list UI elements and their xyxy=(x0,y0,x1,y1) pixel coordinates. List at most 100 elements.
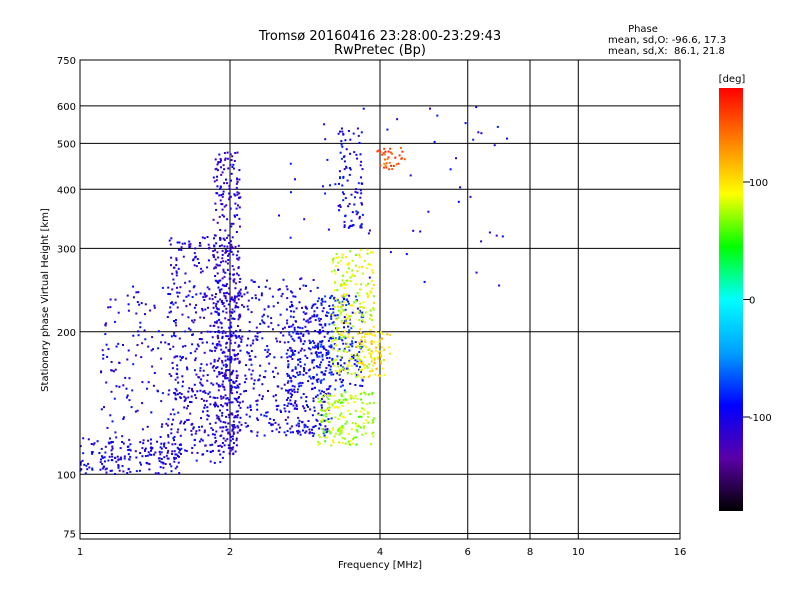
data-point xyxy=(235,377,238,379)
data-point xyxy=(376,150,379,153)
data-point xyxy=(315,379,318,381)
data-point xyxy=(141,342,144,345)
data-point xyxy=(314,303,317,306)
data-point xyxy=(296,391,299,394)
plot-frame xyxy=(79,59,681,540)
data-point xyxy=(201,341,204,344)
data-point xyxy=(307,347,310,350)
data-point xyxy=(206,374,209,377)
data-point xyxy=(368,229,371,232)
data-point xyxy=(238,217,241,220)
data-point xyxy=(333,305,336,308)
data-point xyxy=(349,357,352,360)
data-point xyxy=(347,432,350,435)
data-point xyxy=(338,433,341,436)
data-point xyxy=(268,422,271,424)
data-point xyxy=(346,364,349,367)
data-point xyxy=(234,296,237,299)
data-point xyxy=(372,283,375,286)
data-point xyxy=(222,270,225,273)
data-point xyxy=(129,443,132,446)
data-point xyxy=(127,309,130,312)
data-point xyxy=(303,370,306,372)
data-point xyxy=(188,240,191,243)
data-point xyxy=(226,402,229,405)
data-point xyxy=(361,385,364,387)
data-point xyxy=(297,429,300,432)
data-point xyxy=(322,418,324,421)
data-point xyxy=(348,329,351,332)
data-point xyxy=(363,356,366,359)
data-point xyxy=(307,405,309,408)
data-point xyxy=(229,163,232,166)
data-point xyxy=(269,417,272,420)
data-point xyxy=(218,194,221,197)
data-point xyxy=(362,376,365,379)
data-point xyxy=(234,354,237,357)
data-point xyxy=(217,326,220,329)
data-point xyxy=(316,380,319,383)
data-point xyxy=(354,190,357,193)
data-point xyxy=(231,308,234,311)
data-point xyxy=(223,294,226,297)
data-point xyxy=(360,224,363,227)
data-point xyxy=(342,349,345,352)
y-tick-label: 200 xyxy=(57,328,76,339)
data-point xyxy=(337,309,340,312)
data-point xyxy=(236,151,239,154)
data-point xyxy=(275,428,278,431)
data-point xyxy=(360,370,362,373)
data-point xyxy=(230,435,233,438)
data-point xyxy=(86,468,89,471)
data-point xyxy=(219,236,221,239)
data-point xyxy=(289,431,292,434)
data-point xyxy=(331,261,334,264)
data-point xyxy=(274,421,277,424)
data-point xyxy=(297,432,299,435)
data-point xyxy=(234,287,237,290)
data-point xyxy=(361,345,364,348)
data-point xyxy=(337,256,340,259)
data-point xyxy=(261,383,264,386)
data-point xyxy=(324,436,327,439)
data-point xyxy=(218,343,221,346)
data-point xyxy=(347,440,350,443)
data-point xyxy=(340,431,343,434)
data-point xyxy=(342,350,345,353)
data-point xyxy=(150,447,153,450)
data-point xyxy=(297,358,299,361)
data-point xyxy=(100,447,103,450)
data-point xyxy=(231,429,234,432)
data-point xyxy=(337,300,340,303)
data-point xyxy=(361,407,364,410)
data-point xyxy=(247,299,250,302)
data-point xyxy=(319,340,322,343)
data-point xyxy=(254,355,257,358)
data-point xyxy=(225,178,227,181)
data-point xyxy=(219,321,222,324)
data-point xyxy=(327,351,330,354)
data-point xyxy=(241,335,244,338)
data-point xyxy=(291,354,294,356)
data-point xyxy=(289,315,292,318)
data-point xyxy=(233,214,236,217)
data-point xyxy=(360,331,362,334)
data-point xyxy=(170,428,173,431)
data-point xyxy=(339,359,342,362)
data-point xyxy=(313,310,316,313)
data-point xyxy=(220,367,223,370)
data-point xyxy=(283,326,286,329)
data-point xyxy=(353,363,356,366)
data-point xyxy=(371,333,374,336)
data-point xyxy=(345,148,348,151)
data-point xyxy=(177,428,180,431)
data-point xyxy=(183,400,186,402)
data-point xyxy=(335,253,338,255)
data-point xyxy=(228,326,231,329)
data-point xyxy=(372,325,375,328)
data-point xyxy=(239,406,242,409)
data-point xyxy=(368,374,371,377)
data-point xyxy=(364,321,367,324)
data-point xyxy=(367,282,370,285)
data-point xyxy=(137,291,140,294)
